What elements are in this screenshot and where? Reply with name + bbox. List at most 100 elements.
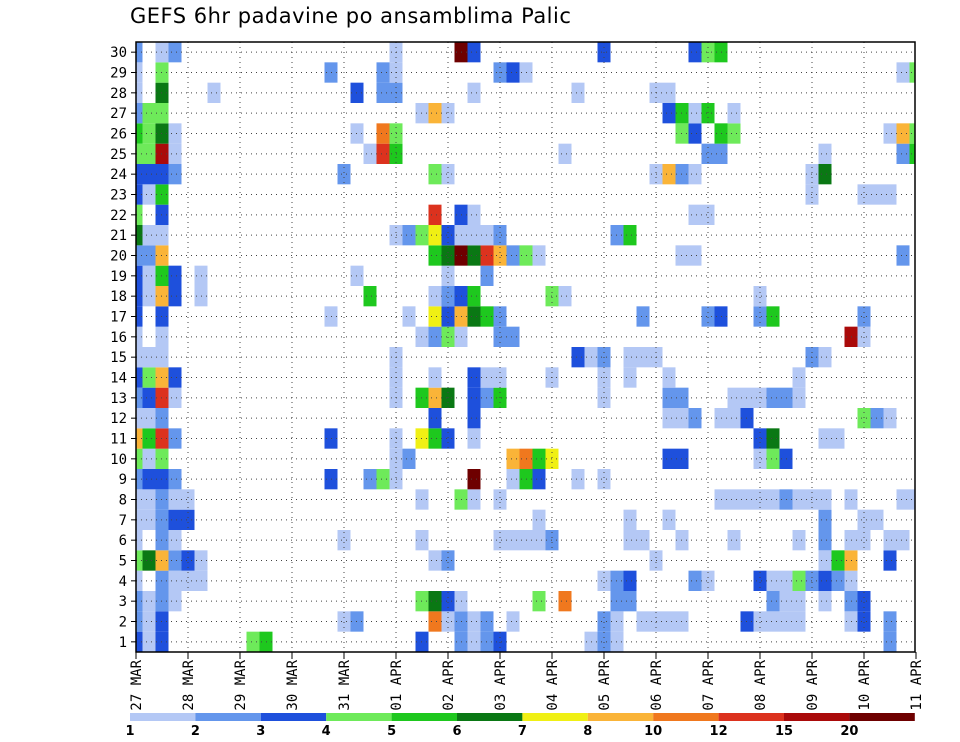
x-tick-label: 27 MAR (129, 659, 145, 710)
heatmap-cell (142, 550, 156, 571)
heatmap-cell (441, 164, 455, 185)
heatmap-cell (136, 306, 143, 327)
heatmap-cell (168, 509, 182, 530)
heatmap-cell (376, 143, 390, 164)
y-tick-label: 22 (110, 208, 127, 224)
heatmap-cell (792, 387, 806, 408)
heatmap-cell (181, 550, 195, 571)
heatmap-cell (136, 611, 143, 632)
heatmap-cell (662, 509, 676, 530)
heatmap-cell (857, 306, 871, 327)
heatmap-cell (727, 408, 741, 429)
heatmap-cell (623, 225, 637, 246)
y-tick-label: 27 (110, 106, 127, 122)
x-tick-label: 01 APR (389, 659, 405, 710)
heatmap-cell (662, 367, 676, 388)
heatmap-cell (168, 530, 182, 551)
heatmap-cell (467, 225, 481, 246)
heatmap-cell (402, 225, 416, 246)
x-tick-label: 04 APR (545, 659, 561, 710)
heatmap-cell (136, 570, 143, 591)
heatmap-cell (688, 164, 702, 185)
heatmap-cell (636, 347, 650, 368)
legend-swatch (260, 713, 327, 721)
heatmap-cell (818, 591, 832, 612)
heatmap-cell (701, 143, 715, 164)
heatmap-cell (753, 306, 767, 327)
heatmap-cell (363, 286, 377, 307)
heatmap-cell (766, 591, 780, 612)
y-tick-label: 23 (110, 188, 127, 204)
heatmap-cell (136, 530, 143, 551)
legend-label: 20 (840, 724, 858, 739)
heatmap-cell (792, 367, 806, 388)
heatmap-cell (136, 631, 143, 652)
heatmap-cell (142, 591, 156, 612)
heatmap-cell (727, 123, 741, 144)
heatmap-cell (883, 631, 897, 652)
heatmap-cell (636, 306, 650, 327)
x-tick-label: 03 APR (493, 659, 509, 710)
heatmap-cell (571, 347, 585, 368)
heatmap-cell (818, 143, 832, 164)
heatmap-cell (506, 530, 520, 551)
heatmap-cell (792, 530, 806, 551)
legend-swatch (522, 713, 588, 721)
y-tick-label: 25 (110, 147, 127, 163)
heatmap-cell (142, 245, 156, 266)
heatmap-cell (623, 570, 637, 591)
heatmap-cell (753, 489, 767, 510)
x-tick-label: 11 APR (909, 659, 925, 710)
heatmap-cell (168, 164, 182, 185)
heatmap-cell (142, 469, 156, 490)
heatmap-cell (136, 591, 143, 612)
heatmap-cell (136, 204, 143, 225)
heatmap-cell (181, 509, 195, 530)
heatmap-cell (142, 448, 156, 469)
heatmap-cell (909, 123, 915, 144)
heatmap-cell (441, 225, 455, 246)
heatmap-cell (428, 550, 442, 571)
heatmap-cell (701, 204, 715, 225)
heatmap-cell (428, 326, 442, 347)
heatmap-cell (168, 286, 182, 307)
heatmap-cell (857, 408, 871, 429)
heatmap-cell (168, 570, 182, 591)
heatmap-cell (136, 448, 143, 469)
heatmap-cell (727, 387, 741, 408)
heatmap-cell (428, 611, 442, 632)
heatmap-cell (168, 591, 182, 612)
heatmap-cell (467, 489, 481, 510)
heatmap-cell (701, 103, 715, 124)
y-tick-label: 11 (110, 432, 127, 448)
heatmap-cell (376, 62, 390, 83)
legend-label: 6 (452, 724, 461, 739)
heatmap-cell (883, 550, 897, 571)
heatmap-cell (597, 469, 611, 490)
heatmap-cell (571, 469, 585, 490)
heatmap-cell (428, 204, 442, 225)
heatmap-cell (727, 489, 741, 510)
heatmap-cell (506, 245, 520, 266)
heatmap-cell (623, 591, 637, 612)
heatmap-cell (857, 509, 871, 530)
heatmap-cell (753, 286, 767, 307)
heatmap-cell (493, 326, 507, 347)
heatmap-cell (662, 408, 676, 429)
y-tick-label: 13 (110, 391, 127, 407)
heatmap-cell (428, 428, 442, 449)
heatmap-cell (168, 265, 182, 286)
heatmap-cell (766, 428, 780, 449)
heatmap-cell (818, 428, 832, 449)
heatmap-cell (896, 245, 910, 266)
heatmap-cell (532, 591, 546, 612)
legend-label: 10 (644, 724, 662, 739)
heatmap-cell (467, 428, 481, 449)
heatmap-cell (363, 469, 377, 490)
heatmap-cell (831, 428, 845, 449)
heatmap-cell (136, 428, 143, 449)
y-tick-label: 30 (110, 45, 127, 61)
heatmap-cell (136, 387, 143, 408)
heatmap-cell (142, 509, 156, 530)
heatmap-cell (168, 42, 182, 63)
